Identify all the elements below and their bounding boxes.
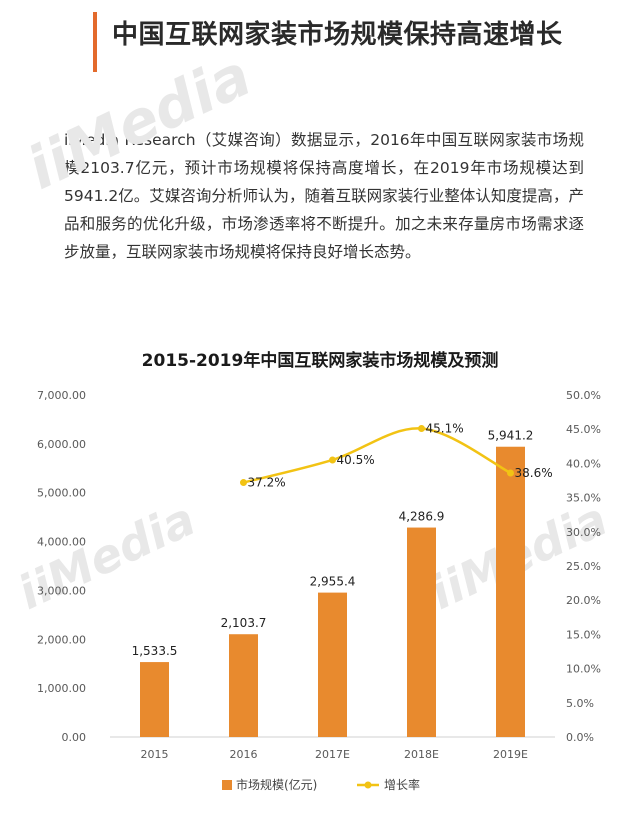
x-tick-label: 2017E	[315, 748, 350, 761]
x-tick-label: 2015	[141, 748, 169, 761]
body-paragraph: iiMedia Research（艾媒咨询）数据显示，2016年中国互联网家装市…	[64, 131, 584, 261]
growth-rate-label: 40.5%	[337, 453, 375, 467]
y-right-tick-label: 50.0%	[566, 389, 601, 402]
legend-line-marker	[364, 781, 372, 789]
x-tick-label: 2018E	[404, 748, 439, 761]
bar	[140, 662, 169, 737]
growth-rate-label: 38.6%	[515, 466, 553, 480]
y-left-tick-label: 3,000.00	[37, 584, 86, 597]
growth-rate-point	[507, 469, 514, 477]
y-right-tick-label: 0.0%	[566, 731, 594, 744]
y-left-tick-label: 2,000.00	[37, 633, 86, 646]
legend-line-label: 增长率	[384, 777, 420, 792]
y-right-tick-label: 35.0%	[566, 492, 601, 505]
watermark-text: iiMedia	[17, 41, 261, 203]
y-left-tick-label: 6,000.00	[37, 438, 86, 451]
y-right-tick-label: 10.0%	[566, 663, 601, 676]
growth-rate-point	[418, 425, 425, 433]
y-right-tick-label: 45.0%	[566, 423, 601, 436]
y-left-tick-label: 4,000.00	[37, 536, 86, 549]
bar	[407, 527, 436, 737]
legend-bar-label: 市场规模(亿元)	[236, 777, 317, 792]
bar-value-label: 4,286.9	[399, 510, 445, 524]
y-right-tick-label: 40.0%	[566, 457, 601, 470]
watermark-text: iiMedia	[10, 491, 203, 619]
page-title: 中国互联网家装市场规模保持高速增长	[112, 20, 563, 50]
x-tick-label: 2019E	[493, 748, 528, 761]
legend-bar-swatch	[222, 780, 232, 790]
y-left-tick-label: 0.00	[62, 731, 87, 744]
bar	[229, 634, 258, 737]
y-right-tick-label: 15.0%	[566, 628, 601, 641]
bar-value-label: 2,955.4	[310, 575, 356, 589]
y-left-tick-label: 7,000.00	[37, 389, 86, 402]
y-right-tick-label: 20.0%	[566, 594, 601, 607]
y-left-tick-label: 1,000.00	[37, 682, 86, 695]
growth-rate-label: 37.2%	[248, 476, 286, 490]
bar	[318, 592, 347, 737]
growth-rate-label: 45.1%	[426, 422, 464, 436]
y-right-tick-label: 25.0%	[566, 560, 601, 573]
x-tick-label: 2016	[230, 748, 258, 761]
y-left-tick-label: 5,000.00	[37, 487, 86, 500]
bar-value-label: 5,941.2	[488, 429, 534, 443]
bar-value-label: 1,533.5	[132, 644, 178, 658]
y-right-tick-label: 5.0%	[566, 697, 594, 710]
bar	[496, 446, 525, 737]
bar-value-label: 2,103.7	[221, 616, 267, 630]
growth-rate-line	[243, 427, 512, 484]
growth-rate-point	[240, 479, 247, 487]
heading-accent-bar	[93, 12, 97, 72]
growth-rate-point	[329, 456, 336, 464]
y-right-tick-label: 30.0%	[566, 526, 601, 539]
chart-title: 2015-2019年中国互联网家装市场规模及预测	[141, 351, 499, 371]
